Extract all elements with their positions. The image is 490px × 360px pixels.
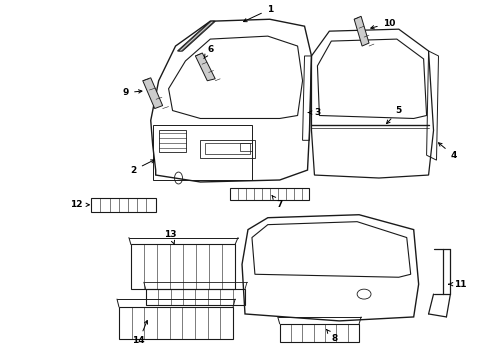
Bar bbox=[200, 140, 255, 158]
Polygon shape bbox=[196, 53, 215, 81]
Polygon shape bbox=[354, 16, 369, 46]
Bar bbox=[280, 324, 359, 342]
Bar bbox=[159, 130, 187, 152]
Text: 12: 12 bbox=[70, 200, 89, 209]
Bar bbox=[205, 143, 250, 154]
Text: 8: 8 bbox=[326, 329, 338, 343]
Text: 1: 1 bbox=[244, 5, 273, 22]
Bar bbox=[240, 143, 252, 151]
Bar bbox=[91, 198, 156, 212]
Text: 14: 14 bbox=[132, 320, 147, 345]
Text: 7: 7 bbox=[272, 195, 283, 209]
Bar bbox=[119, 307, 233, 339]
Polygon shape bbox=[178, 21, 214, 51]
Bar bbox=[230, 188, 310, 200]
Text: 9: 9 bbox=[122, 88, 142, 97]
Text: 6: 6 bbox=[204, 45, 214, 59]
Text: 2: 2 bbox=[131, 160, 154, 175]
Text: 13: 13 bbox=[164, 230, 177, 244]
Bar bbox=[131, 244, 235, 289]
Text: 10: 10 bbox=[371, 19, 395, 29]
Bar bbox=[153, 125, 252, 180]
Text: 4: 4 bbox=[439, 143, 457, 160]
Text: 3: 3 bbox=[308, 108, 320, 117]
Text: 5: 5 bbox=[387, 106, 402, 123]
Bar bbox=[146, 289, 245, 305]
Polygon shape bbox=[143, 78, 163, 109]
Text: 11: 11 bbox=[448, 280, 466, 289]
